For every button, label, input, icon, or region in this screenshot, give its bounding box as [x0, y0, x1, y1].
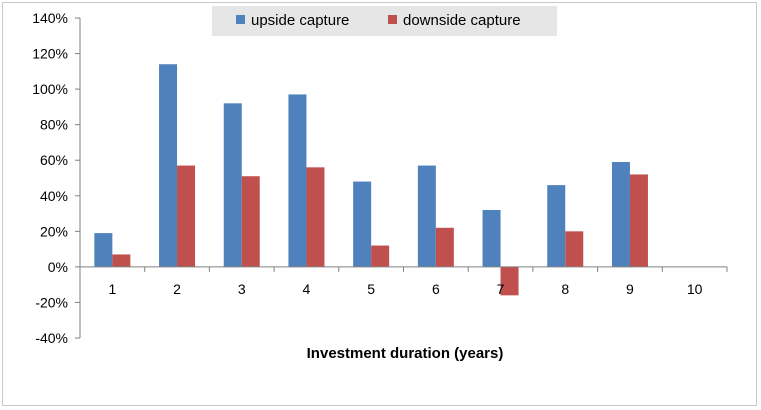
- downside-bar: [306, 167, 325, 267]
- legend-label: upside capture: [251, 12, 349, 29]
- upside-bar: [159, 64, 178, 267]
- upside-bar: [547, 185, 566, 267]
- y-tick-label: 140%: [32, 10, 68, 26]
- y-tick-label: 100%: [32, 81, 68, 97]
- upside-bar: [223, 103, 242, 267]
- x-tick-label: 3: [238, 281, 246, 297]
- downside-bar: [371, 245, 390, 267]
- x-axis-title: Investment duration (years): [307, 345, 504, 362]
- upside-bar: [353, 181, 372, 267]
- x-tick-label: 7: [497, 281, 505, 297]
- downside-bar: [629, 174, 648, 267]
- y-tick-label: 80%: [40, 117, 68, 133]
- y-axis: 140% 120% 100% 80% 60% 40% 20% 0% -20% -40%: [32, 10, 81, 346]
- legend-label: downside capture: [403, 12, 521, 29]
- x-tick-label: 6: [432, 281, 440, 297]
- x-tick-label: 9: [626, 281, 634, 297]
- y-tick-label: -40%: [35, 330, 68, 346]
- upside-bar: [94, 233, 113, 267]
- x-tick-label: 4: [303, 281, 311, 297]
- y-tick-label: -20%: [35, 294, 68, 310]
- upside-bar: [482, 210, 501, 267]
- legend-swatch: [236, 15, 245, 24]
- x-axis: 1 2 3 4 5 6 7 8 9 10: [79, 266, 728, 297]
- legend: upside capture downside capture: [212, 6, 557, 36]
- x-tick-label: 1: [108, 281, 116, 297]
- x-tick-label: 8: [561, 281, 569, 297]
- upside-bar: [417, 165, 436, 267]
- bars: [94, 64, 648, 296]
- y-tick-label: 60%: [40, 152, 68, 168]
- downside-bar: [435, 227, 454, 267]
- x-tick-label: 2: [173, 281, 181, 297]
- y-tick-label: 120%: [32, 46, 68, 62]
- y-tick-label: 40%: [40, 188, 68, 204]
- legend-box: [212, 6, 557, 36]
- legend-swatch: [388, 15, 397, 24]
- upside-bar: [611, 162, 630, 267]
- downside-bar: [565, 231, 584, 267]
- downside-bar: [112, 254, 131, 267]
- x-tick-label: 10: [687, 281, 703, 297]
- downside-bar: [241, 176, 260, 267]
- downside-bar: [177, 165, 196, 267]
- x-tick-label: 5: [367, 281, 375, 297]
- y-tick-label: 20%: [40, 223, 68, 239]
- upside-bar: [288, 94, 307, 267]
- downside-bar: [500, 266, 519, 296]
- y-tick-label: 0%: [48, 259, 68, 275]
